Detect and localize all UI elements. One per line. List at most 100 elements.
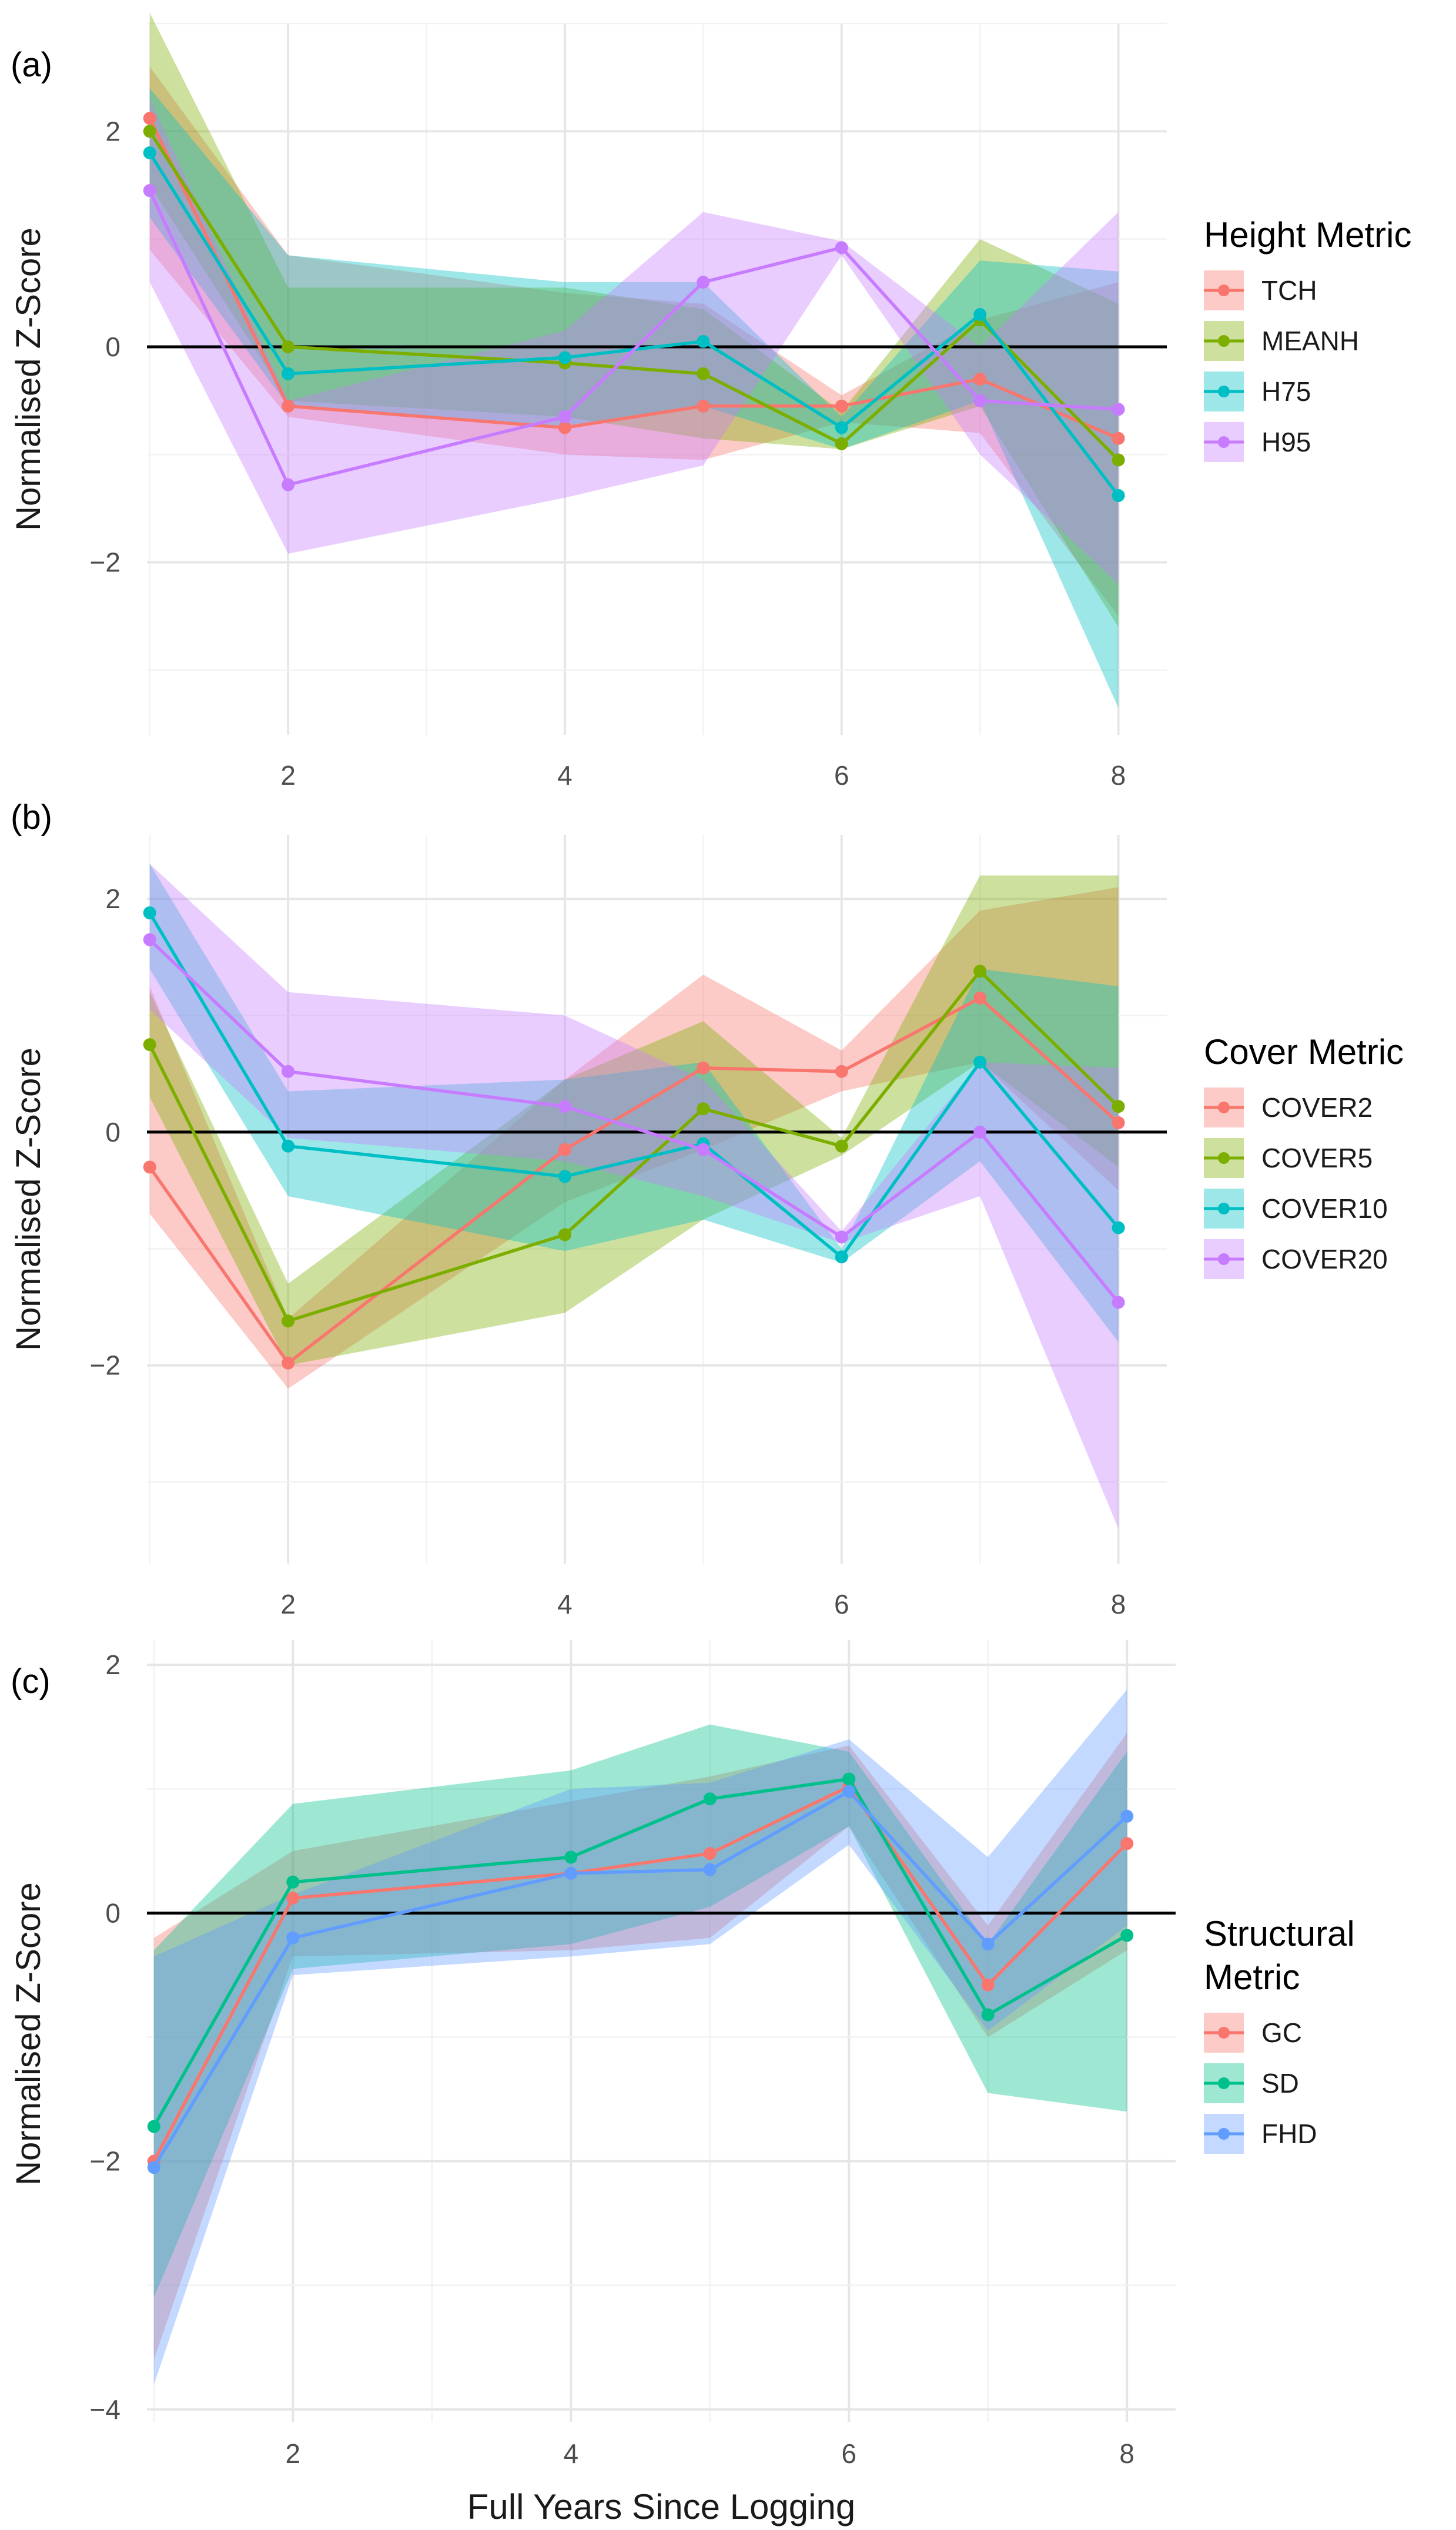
- point-h95-8: [1112, 403, 1125, 416]
- x-tick-label: 8: [1111, 1589, 1126, 1619]
- panel-label: (b): [11, 798, 52, 836]
- legend-label: H95: [1261, 427, 1311, 457]
- y-tick-label: 0: [105, 1898, 121, 1928]
- point-fhd-1: [147, 2161, 160, 2174]
- legend: Cover Metric COVER2 COVER5 COVER10 COVER20: [1204, 1032, 1404, 1279]
- point-cover20-2: [282, 1065, 295, 1078]
- point-cover2-8: [1112, 1116, 1125, 1130]
- point-gc-7: [981, 1978, 995, 1992]
- legend-entry-cover2: COVER2: [1204, 1087, 1373, 1127]
- point-h75-8: [1112, 489, 1125, 502]
- point-h75-2: [282, 367, 295, 380]
- point-sd-7: [981, 2008, 995, 2022]
- legend-label: FHD: [1261, 2119, 1317, 2149]
- point-tch-1: [143, 112, 156, 125]
- legend-entry-h95: H95: [1204, 422, 1311, 462]
- legend-key-point: [1218, 2077, 1230, 2089]
- point-cover20-4: [558, 1100, 571, 1113]
- point-sd-8: [1120, 1929, 1134, 1942]
- y-tick-label: −4: [90, 2394, 121, 2425]
- panel-1: 2 4 6 8 −2 0 2 (a) Normalised Z-Score Height Metr…: [9, 12, 1411, 791]
- point-cover10-2: [282, 1139, 295, 1153]
- legend-label: GC: [1261, 2017, 1302, 2048]
- point-h75-1: [143, 146, 156, 159]
- point-cover2-7: [973, 991, 987, 1005]
- point-cover10-1: [143, 906, 156, 919]
- legend-label: COVER5: [1261, 1143, 1373, 1173]
- point-meanh-1: [143, 125, 156, 138]
- ribbon-h95: [149, 99, 1119, 584]
- x-axis-title: Full Years Since Logging: [467, 2487, 855, 2526]
- y-tick-label: 0: [105, 1117, 121, 1147]
- point-h75-5: [697, 334, 710, 348]
- legend-entry-tch: TCH: [1204, 270, 1317, 310]
- point-cover20-5: [697, 1143, 710, 1156]
- ribbon-cover2: [149, 887, 1119, 1389]
- point-fhd-2: [286, 1931, 300, 1945]
- legend-entry-cover20: COVER20: [1204, 1239, 1388, 1279]
- legend-key-point: [1218, 1203, 1230, 1214]
- point-cover2-1: [143, 1160, 156, 1174]
- point-fhd-4: [564, 1866, 578, 1880]
- point-tch-7: [973, 373, 987, 386]
- point-meanh-2: [282, 340, 295, 353]
- panel-label: (a): [11, 46, 52, 84]
- x-tick-label: 6: [841, 2438, 856, 2469]
- legend-title: Cover Metric: [1204, 1032, 1404, 1072]
- legend-entry-sd: SD: [1204, 2063, 1299, 2103]
- series-h95: [143, 184, 1125, 491]
- y-tick-label: 2: [105, 884, 121, 914]
- legend-label: SD: [1261, 2068, 1299, 2099]
- point-cover10-7: [973, 1055, 987, 1069]
- y-tick-label: 2: [105, 116, 121, 146]
- x-tick-label: 2: [280, 760, 296, 791]
- ribbon-h75: [149, 88, 1119, 708]
- point-fhd-5: [703, 1863, 717, 1876]
- point-sd-6: [842, 1772, 856, 1786]
- series-fhd: [147, 1785, 1134, 2174]
- point-meanh-8: [1112, 453, 1125, 467]
- point-sd-2: [286, 1875, 300, 1889]
- x-tick-label: 4: [563, 2438, 578, 2469]
- panel-label: (c): [11, 1662, 51, 1701]
- legend-entry-h75: H75: [1204, 372, 1311, 411]
- point-cover5-2: [282, 1314, 295, 1328]
- legend-entry-cover5: COVER5: [1204, 1138, 1373, 1178]
- legend-title: Structural Metric: [1204, 1914, 1355, 1997]
- point-tch-6: [835, 399, 848, 413]
- legend-key-point: [1218, 2027, 1230, 2039]
- ribbons: [149, 864, 1119, 1529]
- point-tch-4: [558, 421, 571, 434]
- x-tick-label: 8: [1119, 2438, 1134, 2469]
- legend-label: H75: [1261, 376, 1311, 407]
- series-sd: [147, 1772, 1134, 2133]
- ribbon-tch: [149, 66, 1119, 617]
- y-axis-title: Normalised Z-Score: [9, 227, 48, 531]
- point-fhd-6: [842, 1785, 856, 1798]
- legend-label: COVER2: [1261, 1092, 1373, 1123]
- legend-key-point: [1218, 2128, 1230, 2140]
- ribbon-cover10: [149, 864, 1119, 1342]
- series-h75: [143, 146, 1125, 502]
- x-tick-label: 8: [1111, 760, 1126, 791]
- ribbons: [149, 12, 1119, 708]
- legend-key-point: [1218, 1152, 1230, 1164]
- x-tick-label: 2: [286, 2438, 301, 2469]
- point-tch-5: [697, 399, 710, 413]
- y-axis-title: Normalised Z-Score: [9, 1048, 48, 1351]
- point-h75-7: [973, 308, 987, 321]
- point-h75-6: [835, 421, 848, 434]
- ribbon-meanh: [149, 12, 1119, 627]
- point-fhd-7: [981, 1937, 995, 1951]
- point-sd-5: [703, 1792, 717, 1806]
- point-meanh-6: [835, 437, 848, 450]
- x-tick-label: 2: [280, 1589, 296, 1619]
- legend-key-point: [1218, 436, 1230, 448]
- point-h95-4: [558, 410, 571, 424]
- point-cover20-7: [973, 1125, 987, 1139]
- series-cover5: [143, 965, 1125, 1328]
- point-gc-5: [703, 1847, 717, 1860]
- point-fhd-8: [1120, 1809, 1134, 1823]
- point-cover2-2: [282, 1356, 295, 1370]
